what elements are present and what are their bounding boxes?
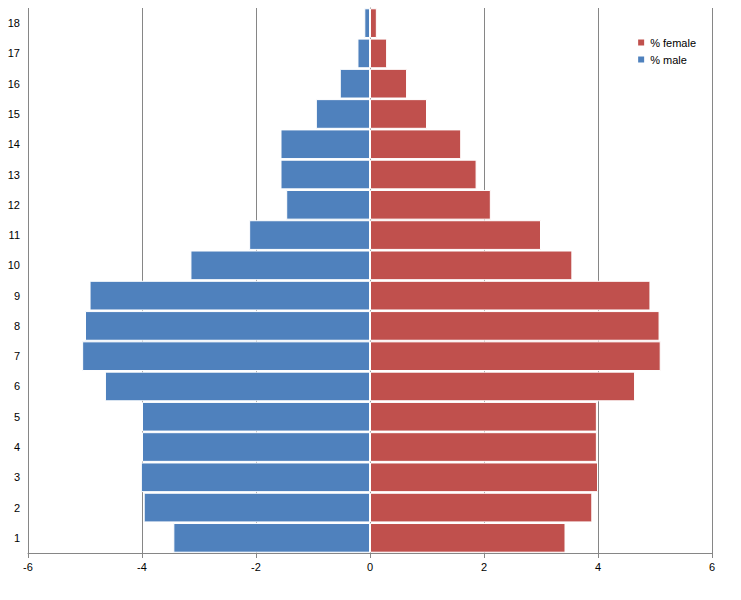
svg-text:18: 18 [8,17,20,29]
svg-text:6: 6 [709,561,715,573]
svg-text:16: 16 [8,78,20,90]
svg-text:2: 2 [481,561,487,573]
svg-text:-2: -2 [251,561,261,573]
svg-text:% female: % female [650,37,696,49]
svg-text:7: 7 [14,350,20,362]
svg-text:0: 0 [367,561,373,573]
svg-text:3: 3 [14,471,20,483]
svg-text:-6: -6 [23,561,33,573]
svg-text:15: 15 [8,108,20,120]
svg-text:4: 4 [595,561,601,573]
svg-text:1: 1 [14,532,20,544]
svg-text:11: 11 [9,229,20,241]
svg-text:8: 8 [14,320,20,332]
svg-text:6: 6 [14,380,20,392]
svg-text:5: 5 [14,411,20,423]
svg-text:10: 10 [8,259,20,271]
svg-text:14: 14 [8,138,20,150]
svg-text:9: 9 [14,290,20,302]
svg-text:-4: -4 [137,561,147,573]
svg-text:12: 12 [8,199,20,211]
svg-text:17: 17 [8,47,20,59]
svg-text:13: 13 [8,169,20,181]
svg-text:4: 4 [14,441,20,453]
svg-text:% male: % male [650,54,687,66]
svg-text:2: 2 [14,502,20,514]
